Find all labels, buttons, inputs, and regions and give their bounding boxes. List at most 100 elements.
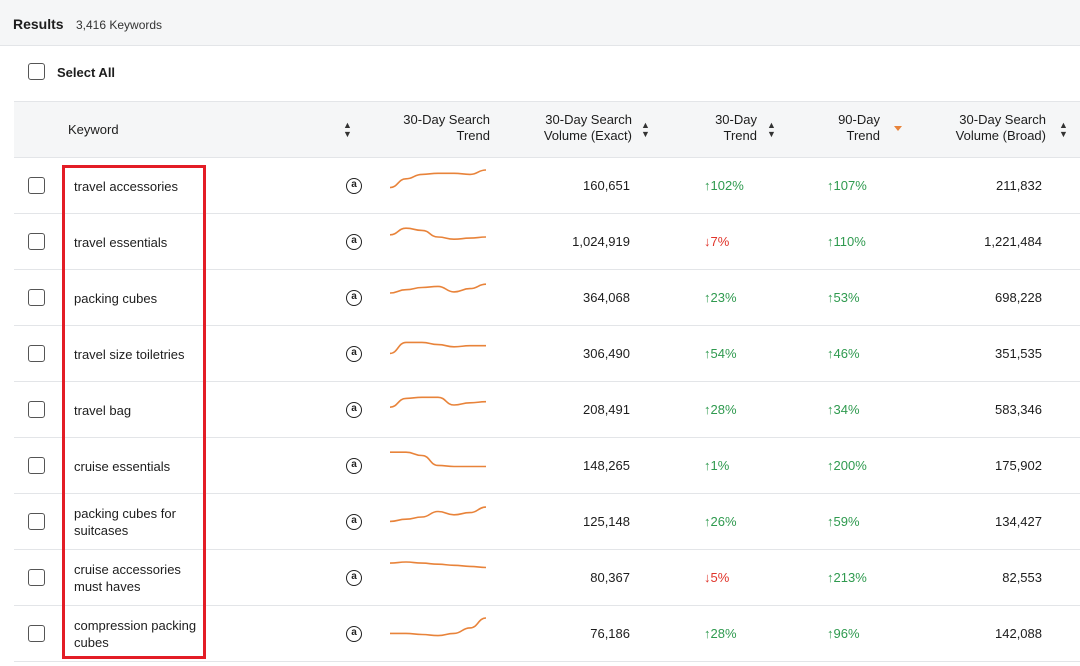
column-header-trend[interactable]: 30-Day Search Trend (380, 112, 490, 144)
sort-keyword-icon[interactable]: ▲ ▼ (343, 120, 352, 139)
volume-broad-cell: 1,221,484 (984, 234, 1042, 249)
amazon-icon[interactable]: a (346, 178, 362, 194)
column-header-volume-exact-line2: Volume (Exact) (543, 128, 632, 143)
volume-broad-cell: 142,088 (995, 626, 1042, 641)
row-checkbox[interactable] (28, 457, 45, 474)
column-header-volume-broad-line1: 30-Day Search (959, 112, 1046, 127)
trend-30day-cell: ↑54% (704, 346, 737, 361)
trend-sparkline-line (389, 396, 487, 408)
trend-sparkline (389, 227, 487, 241)
volume-exact-cell: 1,024,919 (572, 234, 630, 249)
table-row[interactable]: travel bag a 208,491 ↑28% ↑34% 583,346 (14, 382, 1080, 438)
trend-sparkline-line (389, 506, 487, 523)
sort-volume-broad-icon[interactable]: ▲ ▼ (1059, 120, 1068, 139)
trend-30day-cell: ↓7% (704, 234, 730, 249)
trend-sparkline (389, 506, 487, 523)
trend-sparkline (389, 283, 487, 294)
volume-broad-cell: 583,346 (995, 402, 1042, 417)
results-count: 3,416 Keywords (76, 18, 163, 32)
trend-sparkline-line (389, 561, 487, 569)
sort-volume-exact-icon[interactable]: ▲ ▼ (641, 120, 650, 139)
trend-30day-cell: ↑23% (704, 290, 737, 305)
trend-sparkline-line (389, 341, 486, 355)
trend-sparkline (390, 451, 486, 468)
results-title: Results (13, 16, 64, 32)
amazon-icon[interactable]: a (346, 402, 362, 418)
volume-exact-cell: 76,186 (590, 626, 630, 641)
row-checkbox[interactable] (28, 401, 45, 418)
row-checkbox[interactable] (28, 569, 45, 586)
column-header-30day-trend-line1: 30-Day (715, 112, 757, 127)
column-header-trend-line1: 30-Day Search (403, 112, 490, 127)
trend-90day-cell: ↑34% (827, 402, 860, 417)
sort-90day-active-icon[interactable] (894, 126, 902, 131)
table-row[interactable]: travel size toiletries a 306,490 ↑54% ↑46% 35… (14, 326, 1080, 382)
table-row[interactable]: cruise accessories must haves a 80,367 ↓5% ↑… (14, 550, 1080, 606)
amazon-icon[interactable]: a (346, 290, 362, 306)
select-all-checkbox[interactable] (28, 63, 45, 80)
volume-exact-cell: 125,148 (583, 514, 630, 529)
keyword-cell[interactable]: travel accessories (74, 178, 179, 194)
trend-90day-cell: ↑46% (827, 346, 860, 361)
volume-exact-cell: 160,651 (583, 178, 630, 193)
column-header-volume-broad-line2: Volume (Broad) (955, 128, 1046, 143)
trend-30day-cell: ↑28% (704, 402, 737, 417)
amazon-icon[interactable]: a (346, 458, 362, 474)
volume-broad-cell: 211,832 (995, 178, 1042, 193)
row-checkbox[interactable] (28, 513, 45, 530)
volume-exact-cell: 148,265 (583, 458, 630, 473)
table-row[interactable]: packing cubes for suitcases a 125,148 ↑26% ↑… (14, 494, 1080, 550)
trend-sparkline-line (389, 617, 487, 637)
trend-sparkline (389, 561, 487, 569)
row-checkbox[interactable] (28, 625, 45, 642)
trend-sparkline (389, 396, 487, 408)
keyword-cell[interactable]: travel essentials (74, 234, 168, 250)
keyword-cell[interactable]: packing cubes (74, 290, 158, 306)
amazon-icon[interactable]: a (346, 626, 362, 642)
keyword-cell[interactable]: travel size toiletries (74, 346, 185, 362)
table-row[interactable]: compression packing cubes a 76,186 ↑28% ↑96%… (14, 606, 1080, 662)
sort-30day-trend-icon[interactable]: ▲ ▼ (767, 120, 776, 139)
column-header-90day-trend[interactable]: 90-Day Trend (819, 112, 880, 144)
keyword-cell[interactable]: packing cubes for suitcases (74, 506, 176, 538)
column-header-30day-trend[interactable]: 30-Day Trend (694, 112, 757, 144)
results-header: Results 3,416 Keywords (0, 0, 1080, 46)
column-header-30day-trend-line2: Trend (723, 128, 757, 143)
amazon-icon[interactable]: a (346, 570, 362, 586)
amazon-icon[interactable]: a (346, 346, 362, 362)
column-header-keyword[interactable]: Keyword (68, 122, 119, 137)
keyword-cell[interactable]: cruise essentials (74, 458, 171, 474)
amazon-icon[interactable]: a (346, 514, 362, 530)
row-checkbox[interactable] (28, 345, 45, 362)
table-row[interactable]: travel accessories a 160,651 ↑102% ↑107% 211,… (14, 158, 1080, 214)
column-header-90day-trend-line2: Trend (846, 128, 880, 143)
keyword-cell[interactable]: travel bag (74, 402, 132, 418)
row-checkbox[interactable] (28, 177, 45, 194)
trend-90day-cell: ↑107% (827, 178, 867, 193)
table-row[interactable]: packing cubes a 364,068 ↑23% ↑53% 698,228 (14, 270, 1080, 326)
row-checkbox[interactable] (28, 289, 45, 306)
trend-sparkline-line (389, 169, 487, 189)
volume-broad-cell: 351,535 (995, 346, 1042, 361)
row-checkbox[interactable] (28, 233, 45, 250)
trend-90day-cell: ↑59% (827, 514, 860, 529)
column-header-volume-broad[interactable]: 30-Day Search Volume (Broad) (928, 112, 1046, 144)
table-row[interactable]: cruise essentials a 148,265 ↑1% ↑200% 175,902 (14, 438, 1080, 494)
trend-30day-cell: ↑26% (704, 514, 737, 529)
trend-30day-cell: ↓5% (704, 570, 730, 585)
table-row[interactable]: travel essentials a 1,024,919 ↓7% ↑110% 1,221… (14, 214, 1080, 270)
select-all-label[interactable]: Select All (57, 65, 116, 80)
column-header-volume-exact-line1: 30-Day Search (545, 112, 632, 127)
amazon-icon[interactable]: a (346, 234, 362, 250)
keyword-cell[interactable]: compression packing cubes (74, 618, 197, 650)
trend-30day-cell: ↑102% (704, 178, 744, 193)
trend-90day-cell: ↑200% (827, 458, 867, 473)
trend-90day-cell: ↑96% (827, 626, 860, 641)
table-header: Keyword ▲ ▼ 30-Day Search Trend 30-Day Se… (14, 102, 1080, 158)
trend-30day-cell: ↑1% (704, 458, 730, 473)
keyword-cell[interactable]: cruise accessories must haves (74, 562, 181, 594)
select-all-row: Select All (14, 46, 1080, 102)
volume-broad-cell: 82,553 (1002, 570, 1042, 585)
column-header-volume-exact[interactable]: 30-Day Search Volume (Exact) (514, 112, 632, 144)
trend-90day-cell: ↑213% (827, 570, 867, 585)
